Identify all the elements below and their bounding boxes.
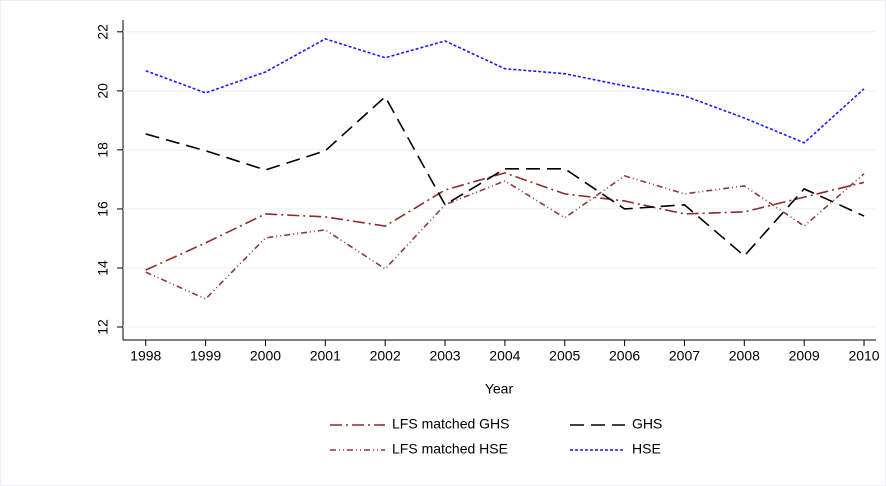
x-tick-label: 2006 [609, 348, 640, 364]
x-tick-label: 2008 [729, 348, 760, 364]
legend-label: LFS matched HSE [392, 441, 508, 457]
series-line [145, 38, 865, 144]
legend-label: GHS [632, 416, 662, 432]
y-tick-label: 18 [95, 142, 111, 158]
legend-label: HSE [632, 441, 661, 457]
y-tick-label: 16 [95, 201, 111, 217]
x-tick-label: 2007 [669, 348, 700, 364]
x-tick-label: 1999 [190, 348, 221, 364]
x-tick-label: 2010 [848, 348, 879, 364]
series-line [145, 172, 865, 271]
x-tick-label: 2004 [489, 348, 520, 364]
x-tick-label: 2003 [429, 348, 460, 364]
x-tick-label: 2002 [370, 348, 401, 364]
x-tick-label: 2001 [310, 348, 341, 364]
x-tick-label: 1998 [130, 348, 161, 364]
y-tick-label: 12 [95, 319, 111, 335]
series-line [145, 173, 865, 300]
x-tick-label: 2009 [789, 348, 820, 364]
legend-label: LFS matched GHS [392, 416, 510, 432]
x-tick-label: 2000 [250, 348, 281, 364]
y-tick-label: 22 [95, 24, 111, 40]
y-tick-label: 20 [95, 83, 111, 99]
x-tick-label: 2005 [549, 348, 580, 364]
x-axis-title: Year [485, 381, 514, 397]
y-tick-label: 14 [95, 260, 111, 276]
